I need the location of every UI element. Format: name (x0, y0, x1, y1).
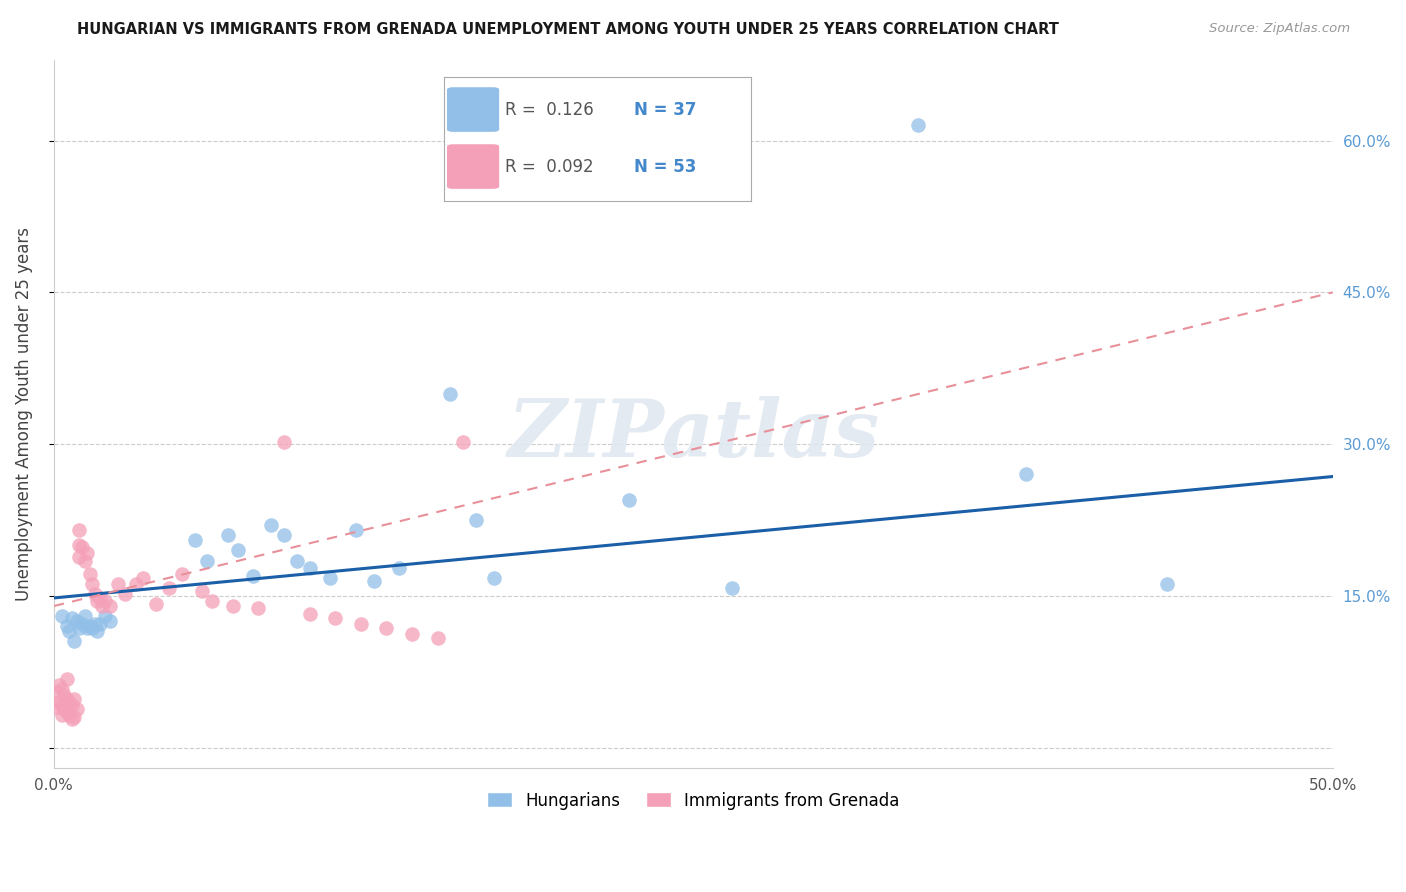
Point (260, 518, 283, 533)
Point (191, 583, 214, 598)
Point (63, 634, 86, 648)
Point (195, 553, 218, 567)
Text: ZIPatlas: ZIPatlas (508, 396, 879, 474)
Point (76, 621, 98, 635)
Point (439, 386, 461, 401)
Point (451, 435, 474, 450)
Point (63, 710, 86, 724)
Point (45, 700, 67, 714)
Point (217, 528, 239, 542)
Point (273, 435, 295, 450)
Point (48, 695, 70, 709)
Point (907, 119, 929, 133)
Point (1015, 467, 1038, 482)
Point (45, 685, 67, 699)
Point (73, 553, 96, 567)
Point (247, 601, 270, 615)
Point (63, 692, 86, 706)
Point (53, 702, 76, 716)
Point (107, 576, 129, 591)
Point (51, 609, 73, 624)
Point (66, 702, 89, 716)
Point (51, 698, 73, 713)
Point (73, 609, 96, 624)
Point (344, 523, 367, 537)
Point (350, 617, 373, 632)
Point (60, 698, 83, 713)
Point (363, 574, 385, 588)
Point (91, 599, 114, 613)
Point (114, 587, 136, 601)
Point (157, 581, 180, 595)
Point (82, 621, 104, 635)
Point (67, 523, 90, 537)
Point (401, 627, 423, 641)
Point (83, 617, 105, 632)
Point (319, 571, 342, 585)
Point (482, 571, 505, 585)
Point (226, 543, 249, 558)
Point (242, 568, 264, 582)
Point (720, 581, 742, 595)
Point (222, 599, 245, 613)
Point (83, 587, 105, 601)
Point (70, 541, 93, 555)
Point (67, 550, 90, 565)
Point (55, 692, 77, 706)
Point (1156, 576, 1178, 591)
Point (58, 624, 80, 639)
Point (89, 591, 111, 605)
Text: Source: ZipAtlas.com: Source: ZipAtlas.com (1209, 22, 1350, 36)
Point (145, 597, 167, 611)
Point (51, 681, 73, 696)
Point (619, 492, 641, 507)
Point (201, 594, 224, 608)
Point (375, 621, 398, 635)
Point (183, 533, 205, 548)
Point (55, 619, 77, 633)
Point (388, 560, 411, 574)
Point (273, 528, 295, 542)
Point (98, 599, 121, 613)
Point (89, 617, 111, 632)
Point (79, 619, 101, 633)
Point (79, 566, 101, 581)
Point (82, 576, 104, 591)
Point (55, 706, 77, 720)
Y-axis label: Unemployment Among Youth under 25 years: Unemployment Among Youth under 25 years (15, 227, 32, 601)
Legend: Hungarians, Immigrants from Grenada: Hungarians, Immigrants from Grenada (481, 785, 905, 816)
Point (48, 678, 70, 692)
Point (67, 621, 90, 635)
Point (298, 607, 321, 621)
Point (58, 708, 80, 723)
Point (86, 594, 108, 608)
Point (98, 614, 121, 628)
Point (94, 594, 117, 608)
Point (170, 566, 193, 581)
Point (58, 695, 80, 709)
Point (298, 560, 321, 574)
Point (76, 546, 98, 560)
Point (55, 672, 77, 686)
Point (70, 617, 93, 632)
Point (66, 614, 89, 628)
Point (132, 571, 155, 585)
Point (464, 513, 486, 527)
Point (53, 688, 76, 702)
Text: HUNGARIAN VS IMMIGRANTS FROM GRENADA UNEMPLOYMENT AMONG YOUTH UNDER 25 YEARS COR: HUNGARIAN VS IMMIGRANTS FROM GRENADA UNE… (77, 22, 1059, 37)
Point (51, 708, 73, 723)
Point (86, 624, 108, 639)
Point (125, 576, 148, 591)
Point (323, 611, 346, 625)
Point (285, 553, 308, 567)
Point (94, 609, 117, 624)
Point (426, 632, 449, 646)
Point (60, 611, 83, 625)
Point (67, 538, 90, 552)
Point (60, 712, 83, 726)
